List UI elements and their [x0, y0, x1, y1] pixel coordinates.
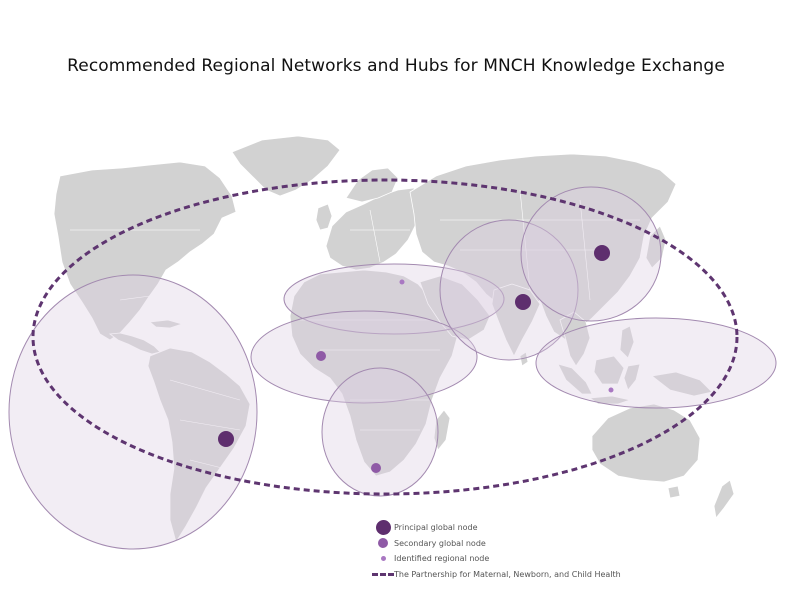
greenland [231, 135, 341, 197]
principal-node-swatch [375, 520, 391, 536]
cuba [149, 319, 184, 329]
legend-secondary-label: Secondary global node [394, 538, 486, 548]
scandinavia [345, 167, 399, 203]
europe [325, 187, 421, 271]
map-legend: Principal global node Secondary global n… [372, 520, 621, 582]
indochina [559, 311, 591, 367]
region-south-asia [439, 219, 579, 361]
legend-regional-label: Identified regional node [394, 554, 490, 564]
legend-principal: Principal global node [372, 520, 621, 536]
principal-node-india [515, 294, 531, 310]
regional-networks [8, 186, 777, 550]
legend-secondary: Secondary global node [372, 536, 621, 552]
region-southern-africa [321, 367, 439, 497]
sumatra [557, 363, 593, 395]
regional-node-indonesia [608, 387, 614, 393]
borneo [593, 355, 625, 385]
partnership-route-swatch [372, 572, 394, 576]
sulawesi [623, 363, 641, 391]
region-north-africa-middle-east [283, 263, 505, 335]
new-guinea [651, 371, 713, 397]
region-latin-america [8, 274, 258, 550]
north-america [53, 161, 237, 341]
new-zealand [713, 479, 735, 519]
secondary-node-swatch [378, 538, 388, 549]
tasmania [667, 485, 681, 499]
region-west-africa [250, 310, 478, 404]
java [588, 395, 632, 405]
country-borders [70, 189, 640, 471]
partnership-route [31, 178, 739, 496]
region-southeast-asia [535, 317, 777, 409]
sri-lanka [519, 351, 529, 367]
landmasses [53, 135, 735, 543]
region-east-asia [520, 186, 662, 322]
legend-principal-label: Principal global node [394, 523, 478, 533]
secondary-node-nigeria [316, 351, 326, 361]
map-title: Recommended Regional Networks and Hubs f… [67, 56, 725, 76]
philippines [619, 325, 635, 359]
principal-node-china [594, 245, 610, 261]
regional-node-swatch [380, 556, 386, 562]
secondary-node-south-africa [371, 463, 381, 473]
legend-partnership-label: The Partnership for Maternal, Newborn, a… [394, 569, 621, 579]
legend-partnership: The Partnership for Maternal, Newborn, a… [372, 567, 621, 583]
united-kingdom [315, 203, 333, 231]
legend-regional: Identified regional node [372, 551, 621, 567]
principal-node-brazil [218, 431, 234, 447]
regional-node-egypt [399, 279, 405, 285]
south-america [147, 347, 251, 543]
nodes [218, 245, 614, 473]
australia [591, 403, 701, 483]
africa [289, 269, 459, 477]
